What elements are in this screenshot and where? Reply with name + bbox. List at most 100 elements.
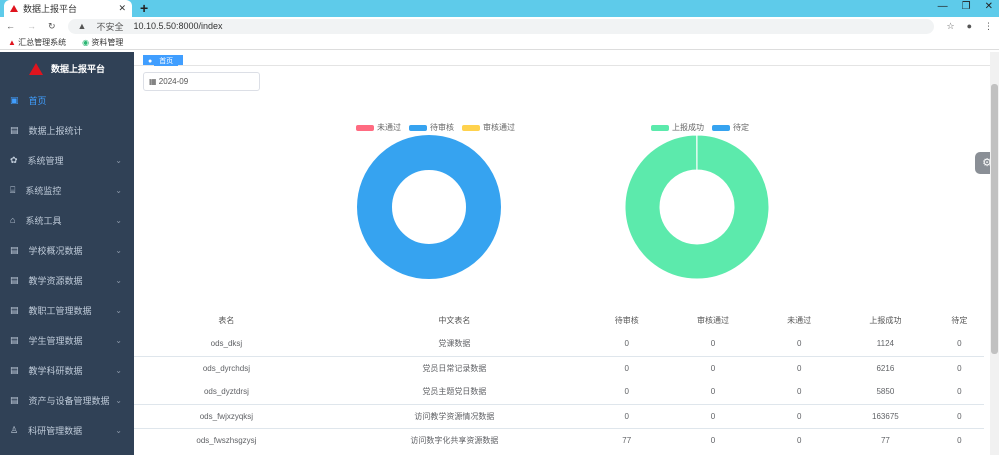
sidebar-item-label: 系统工具 xyxy=(25,215,62,226)
sidebar-item[interactable]: ▣ 首页 xyxy=(0,85,134,115)
logo-icon xyxy=(28,62,43,75)
table-icon: ▤ xyxy=(10,394,19,405)
status-donut-chart xyxy=(357,135,501,279)
table-cell: 0 xyxy=(934,355,984,380)
chevron-down-icon: ⌄ xyxy=(115,365,122,375)
bookmarks-bar: ▲ 汇总管理系统 ◉ 资料管理 xyxy=(0,35,999,50)
donut-slice[interactable] xyxy=(624,134,770,280)
scrollbar[interactable] xyxy=(990,52,999,455)
table-cell: 0 xyxy=(957,387,962,397)
legend-item[interactable]: 待定 xyxy=(712,122,749,133)
table-cell: 0 xyxy=(663,403,763,428)
reload-icon[interactable]: ↻ xyxy=(48,20,56,31)
bookmark-item[interactable]: ▲ 汇总管理系统 xyxy=(8,37,67,47)
table-cell: 0 xyxy=(624,387,629,397)
column-header: 表名 xyxy=(218,315,235,325)
tag-home[interactable]: ● 首页 xyxy=(143,55,184,66)
close-tab-icon[interactable]: ✕ xyxy=(118,3,126,13)
sidebar-item[interactable]: ♙ 科研管理数据 ⌄ xyxy=(0,415,134,445)
sidebar-item-label: 学生管理数据 xyxy=(28,335,83,346)
chart2-legend: 上报成功 待定 xyxy=(651,122,749,133)
tab-title: 数据上报平台 xyxy=(23,4,78,14)
sidebar-item[interactable]: ⌸ 系统监控 ⌄ xyxy=(0,175,134,205)
chevron-down-icon: ⌄ xyxy=(115,245,122,255)
new-tab-button[interactable]: + xyxy=(140,0,149,16)
table-cell: 0 xyxy=(796,387,802,397)
sidebar-item[interactable]: ▤ 教学资源数据 ⌄ xyxy=(0,265,134,295)
table-icon: ▤ xyxy=(10,334,19,345)
table-row[interactable]: ods_dksj 党课数据 0 0 0 1124 0 xyxy=(134,332,984,356)
sidebar-item-label: 系统监控 xyxy=(25,185,62,196)
sidebar-item[interactable]: ▤ 资产与设备管理数据 ⌄ xyxy=(0,385,134,415)
table-cell: 0 xyxy=(624,339,629,349)
table-icon: ▤ xyxy=(10,244,19,255)
table-cell: 访问教学资源情况数据 xyxy=(318,403,590,428)
main-content: ● 首页 ▦ 2024-09 未通过 待审核 审核通过 上报成功 待定 表名 中文表名待… xyxy=(134,52,999,455)
table-cell: ods_dyztdrsj xyxy=(203,387,249,397)
browser-tab[interactable]: 数据上报平台 ✕ xyxy=(4,0,132,17)
sidebar-item[interactable]: ▤ 教学科研数据 ⌄ xyxy=(0,355,134,385)
bookmark-item[interactable]: ◉ 资料管理 xyxy=(82,37,124,47)
legend-item[interactable]: 未通过 xyxy=(356,122,401,133)
monitor-icon: ⌸ xyxy=(10,184,16,195)
table-cell: 0 xyxy=(589,355,664,380)
sidebar-item-label: 学校概况数据 xyxy=(28,245,83,256)
gear-icon: ✿ xyxy=(10,154,18,165)
bookmark-star-icon[interactable]: ☆ xyxy=(946,20,955,31)
table-icon: ▤ xyxy=(10,304,19,315)
table-cell: 0 xyxy=(934,403,984,428)
sidebar-logo: 数据上报平台 xyxy=(0,52,134,85)
legend-item[interactable]: 上报成功 xyxy=(651,122,704,133)
sidebar-item[interactable]: ▤ 数据上报统计 xyxy=(0,115,134,145)
column-header: 审核通过 xyxy=(696,315,729,325)
sidebar-item[interactable]: ⌂ 系统工具 ⌄ xyxy=(0,205,134,235)
table-row[interactable]: ods_fwjxzyqksj 访问教学资源情况数据 0 0 0 163675 0 xyxy=(134,403,984,428)
table-cell: ods_dksj xyxy=(210,339,243,349)
sidebar-item[interactable]: ▤ 学生管理数据 ⌄ xyxy=(0,325,134,355)
minimize-button[interactable]: — xyxy=(937,1,948,12)
report-donut-chart xyxy=(624,134,770,280)
table-cell: ods_fwszhsgzysj xyxy=(134,427,319,452)
table-row[interactable]: ods_dyztdrsj 党员主题党日数据 0 0 0 5850 0 xyxy=(134,380,984,404)
sidebar-item-label: 首页 xyxy=(28,95,47,106)
column-header: 待定 xyxy=(951,315,968,325)
table-cell: 0 xyxy=(796,339,802,349)
legend-item[interactable]: 待审核 xyxy=(409,122,454,133)
restore-button[interactable]: ❐ xyxy=(961,1,971,12)
chevron-down-icon: ⌄ xyxy=(115,155,122,165)
menu-icon[interactable]: ⋮ xyxy=(984,20,993,31)
table-cell: 77 xyxy=(589,427,664,452)
table-cell: ods_fwjxzyqksj xyxy=(134,403,319,428)
security-label: 不安全 xyxy=(96,21,124,32)
back-icon[interactable]: ← xyxy=(6,21,15,31)
sidebar: 数据上报平台 ▣ 首页 ▤ 数据上报统计 ✿ 系统管理 ⌄ ⌸ 系统监控 ⌄ ⌂ 系统工具 ⌄ ▤ 学校概况… xyxy=(0,52,134,455)
table-cell: 0 xyxy=(663,427,763,452)
table-cell: 0 xyxy=(762,403,837,428)
url-input[interactable]: ▲ 不安全 10.10.5.50:8000/index xyxy=(67,18,935,34)
table-cell: 0 xyxy=(762,427,837,452)
table-cell: 1124 xyxy=(876,339,894,349)
table-row[interactable]: ods_fwszhsgzysj 访问数字化共享资源数据 77 0 0 77 0 xyxy=(134,427,984,452)
table-cell: 0 xyxy=(663,355,763,380)
table-cell: 0 xyxy=(957,339,962,349)
sidebar-item[interactable]: ▤ 教职工管理数据 ⌄ xyxy=(0,295,134,325)
tool-icon: ⌂ xyxy=(10,215,16,225)
flask-icon: ♙ xyxy=(10,424,19,435)
column-header: 待审核 xyxy=(614,315,639,325)
logo-icon xyxy=(10,5,18,12)
forward-icon[interactable]: → xyxy=(27,21,36,31)
browser-tab-bar: 数据上报平台 ✕ + — ❐ ✕ xyxy=(0,0,999,17)
legend-item[interactable]: 审核通过 xyxy=(462,122,515,133)
month-picker[interactable]: ▦ 2024-09 xyxy=(143,72,260,91)
profile-icon[interactable]: ● xyxy=(966,21,972,31)
table-cell: 党课数据 xyxy=(438,339,471,349)
donut-slice[interactable] xyxy=(357,135,501,279)
sidebar-item[interactable]: ▤ 学校概况数据 ⌄ xyxy=(0,235,134,265)
sidebar-item-label: 资产与设备管理数据 xyxy=(28,395,110,406)
table-icon: ▤ xyxy=(10,364,19,375)
sidebar-item[interactable]: ✿ 系统管理 ⌄ xyxy=(0,145,134,175)
chevron-down-icon: ⌄ xyxy=(115,425,122,435)
table-row[interactable]: ods_dyrchdsj 党员日常记录数据 0 0 0 6216 0 xyxy=(134,355,984,380)
tags-view: ● 首页 xyxy=(134,52,999,66)
close-window-button[interactable]: ✕ xyxy=(984,1,993,12)
